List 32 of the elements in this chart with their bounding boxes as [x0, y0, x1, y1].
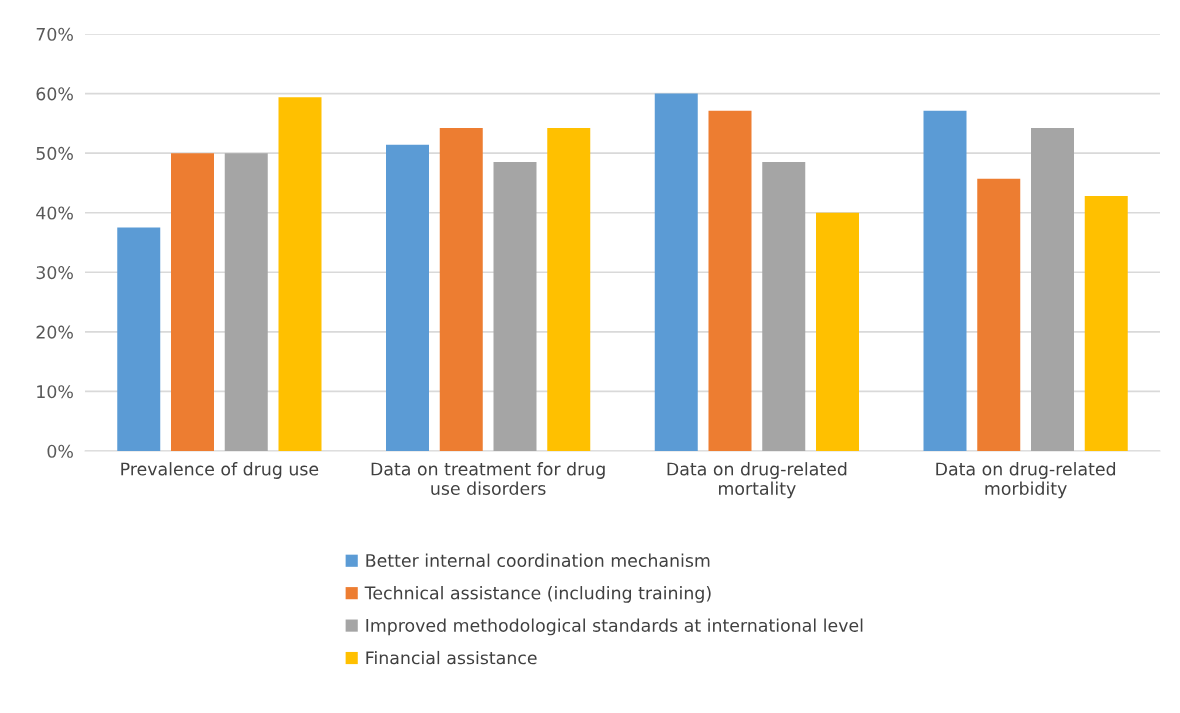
y-tick-label: 70%: [36, 27, 73, 41]
x-tick-label: Data on drug-related mortality: [667, 462, 847, 499]
y-tick-label: 60%: [36, 87, 73, 101]
bar: [1031, 128, 1074, 451]
y-tick-label: 50%: [36, 146, 73, 160]
bar: [977, 178, 1021, 451]
bar: [708, 110, 752, 451]
bar: [386, 144, 429, 451]
y-tick-label: 0%: [47, 444, 73, 458]
legend-label: Financial assistance: [366, 650, 537, 665]
bar: [493, 162, 537, 451]
x-tick-label: Data on treatment for drug use disorders: [371, 462, 605, 495]
bar: [278, 97, 322, 451]
y-tick-label: 40%: [36, 206, 73, 220]
y-tick-label: 20%: [36, 325, 73, 339]
bar: [224, 153, 268, 451]
x-tick-label: Prevalence of drug use: [121, 462, 319, 479]
bar: [816, 212, 859, 451]
bar: [762, 162, 806, 451]
legend-label: Technical assistance (including training): [364, 586, 711, 603]
bar: [117, 227, 161, 451]
bar: [654, 93, 698, 451]
bar: [923, 110, 967, 451]
bar: [547, 128, 591, 451]
legend-label: Improved methodological standards at international level: [366, 618, 863, 636]
bar: [1084, 196, 1128, 451]
bar: [439, 128, 483, 451]
y-tick-label: 30%: [36, 266, 73, 280]
y-tick-label: 10%: [37, 385, 73, 399]
bar: [171, 153, 214, 451]
legend-label: Better internal coordination mechanism: [366, 553, 710, 568]
x-tick-label: Data on drug-related morbidity: [936, 462, 1116, 499]
